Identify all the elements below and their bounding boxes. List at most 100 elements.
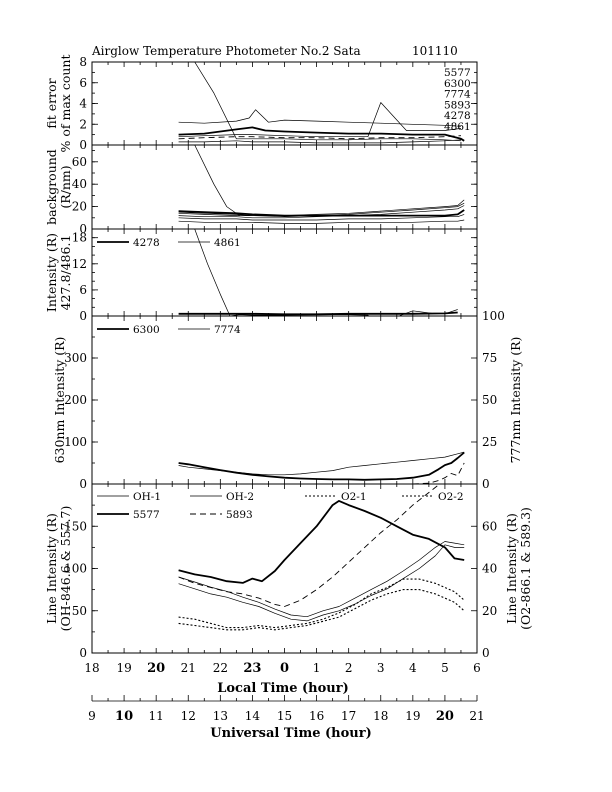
y-right-tick-label: 40 xyxy=(482,562,497,576)
series-line-4861 xyxy=(194,229,458,316)
y-tick-label: 50 xyxy=(72,604,87,618)
y-axis-label-2: 427.8/486.1 xyxy=(58,235,73,311)
legend-label: 5893 xyxy=(226,509,253,521)
series-line-7774 xyxy=(178,451,465,476)
chart-title: Airglow Temperature Photometer No.2 Sata xyxy=(91,44,361,58)
ut-tick-label: 16 xyxy=(309,709,324,723)
y-tick-label: 0 xyxy=(79,222,87,236)
series-line-6300 xyxy=(178,109,462,127)
series-line xyxy=(178,199,465,216)
y-axis-label-2: % of max count xyxy=(58,55,73,153)
y-tick-label: 0 xyxy=(79,646,87,660)
ut-tick-label: 17 xyxy=(341,709,356,723)
y-tick-label: 2 xyxy=(79,117,87,131)
y-right-tick-label: 100 xyxy=(482,309,505,323)
y-tick-label: 6 xyxy=(79,283,87,297)
y-right-tick-label: 60 xyxy=(482,519,497,533)
legend-label: O2-2 xyxy=(438,491,464,503)
ut-tick-label: 11 xyxy=(149,709,164,723)
series-line-oh-1 xyxy=(178,544,465,622)
series-line-6300 xyxy=(178,451,465,481)
universal-time-label: Universal Time (hour) xyxy=(210,726,372,741)
local-tick-label: 20 xyxy=(147,661,165,676)
local-tick-label: 4 xyxy=(409,661,417,675)
ut-tick-label: 9 xyxy=(88,709,96,723)
panel-frame xyxy=(91,315,478,485)
local-tick-label: 21 xyxy=(181,661,196,675)
ut-tick-label: 12 xyxy=(181,709,196,723)
series-line xyxy=(178,202,465,218)
series-line-4278 xyxy=(178,311,458,316)
y-axis-label-2: (R/nm) xyxy=(58,165,73,208)
legend-label: 4861 xyxy=(214,237,241,249)
legend-label: 6300 xyxy=(444,78,471,90)
date-code: 101110 xyxy=(412,44,458,58)
local-tick-label: 0 xyxy=(280,661,289,676)
local-tick-label: 18 xyxy=(84,661,99,675)
series-line-7774 xyxy=(178,102,462,138)
legend-label: 6300 xyxy=(133,324,160,336)
universal-time-axis: 9 10 11 12 13 14 15 16 17 18 19 20 21 xyxy=(88,695,485,724)
panel-frame xyxy=(91,61,478,146)
ut-tick-label: 19 xyxy=(405,709,420,723)
y-tick-label: 300 xyxy=(64,351,87,365)
series-line-4861 xyxy=(194,62,462,142)
legend-label: OH-1 xyxy=(133,491,161,503)
series-group xyxy=(178,484,465,631)
ut-tick-label: 13 xyxy=(213,709,228,723)
series-line xyxy=(194,145,240,216)
legend-label: 5577 xyxy=(444,67,471,79)
y-tick-label: 18 xyxy=(72,231,87,245)
ut-tick-label: 21 xyxy=(469,709,484,723)
ut-tick-label: 15 xyxy=(277,709,292,723)
local-tick-label: 3 xyxy=(377,661,385,675)
series-line-5893 xyxy=(178,135,462,140)
y-right-tick-label: 25 xyxy=(482,435,497,449)
local-tick-label: 22 xyxy=(213,661,228,675)
series-line xyxy=(412,462,465,484)
legend-label: 7774 xyxy=(214,324,241,336)
legend-label: 4278 xyxy=(444,110,471,122)
y-axis-label-2: (OH-846.6 & 557.7) xyxy=(58,506,73,632)
y-right-axis-label: Line Intensity (R) xyxy=(504,513,519,624)
y-right-tick-label: 0 xyxy=(482,646,490,660)
y-tick-label: 60 xyxy=(72,155,87,169)
legend-label: 7774 xyxy=(444,89,471,101)
ut-tick-label: 18 xyxy=(373,709,388,723)
local-tick-label: 19 xyxy=(116,661,131,675)
series-line xyxy=(178,219,465,224)
y-tick-label: 100 xyxy=(64,562,87,576)
y-axis-label: background xyxy=(44,149,59,225)
panel-blue-lines: 0 6 12 18 Intensity (R) 427.8/486.1 4278 4861 xyxy=(44,228,478,323)
series-group xyxy=(178,451,465,484)
series-group xyxy=(178,145,465,224)
y-tick-label: 6 xyxy=(79,76,87,90)
y-right-tick-label: 50 xyxy=(482,393,497,407)
legend-label: 4278 xyxy=(133,237,160,249)
y-tick-label: 100 xyxy=(64,435,87,449)
legend-label: 5893 xyxy=(444,99,471,111)
local-tick-label: 5 xyxy=(441,661,449,675)
legend-label: 5577 xyxy=(133,509,160,521)
series-group xyxy=(178,62,465,144)
y-right-axis-label: 777nm Intensity (R) xyxy=(508,337,523,464)
y-right-tick-label: 0 xyxy=(482,477,490,491)
local-tick-label: 23 xyxy=(243,661,261,676)
series-line xyxy=(178,214,465,221)
series-line-5577 xyxy=(178,500,465,584)
legend-label: 4861 xyxy=(444,121,471,133)
series-group xyxy=(178,229,458,316)
panel-fit-error: 0 2 4 6 8 fit error% of max count 557763007774… xyxy=(44,55,478,153)
y-tick-label: 8 xyxy=(79,55,87,69)
y-tick-label: 40 xyxy=(72,177,87,191)
legend-label: O2-1 xyxy=(341,491,367,503)
y-tick-label: 0 xyxy=(79,309,87,323)
y-tick-label: 12 xyxy=(72,257,87,271)
y-axis-label: Line Intensity (R) xyxy=(44,513,59,624)
series-line-5893 xyxy=(178,484,441,607)
y-axis-label: fit error xyxy=(44,78,59,128)
y-tick-label: 0 xyxy=(79,138,87,152)
